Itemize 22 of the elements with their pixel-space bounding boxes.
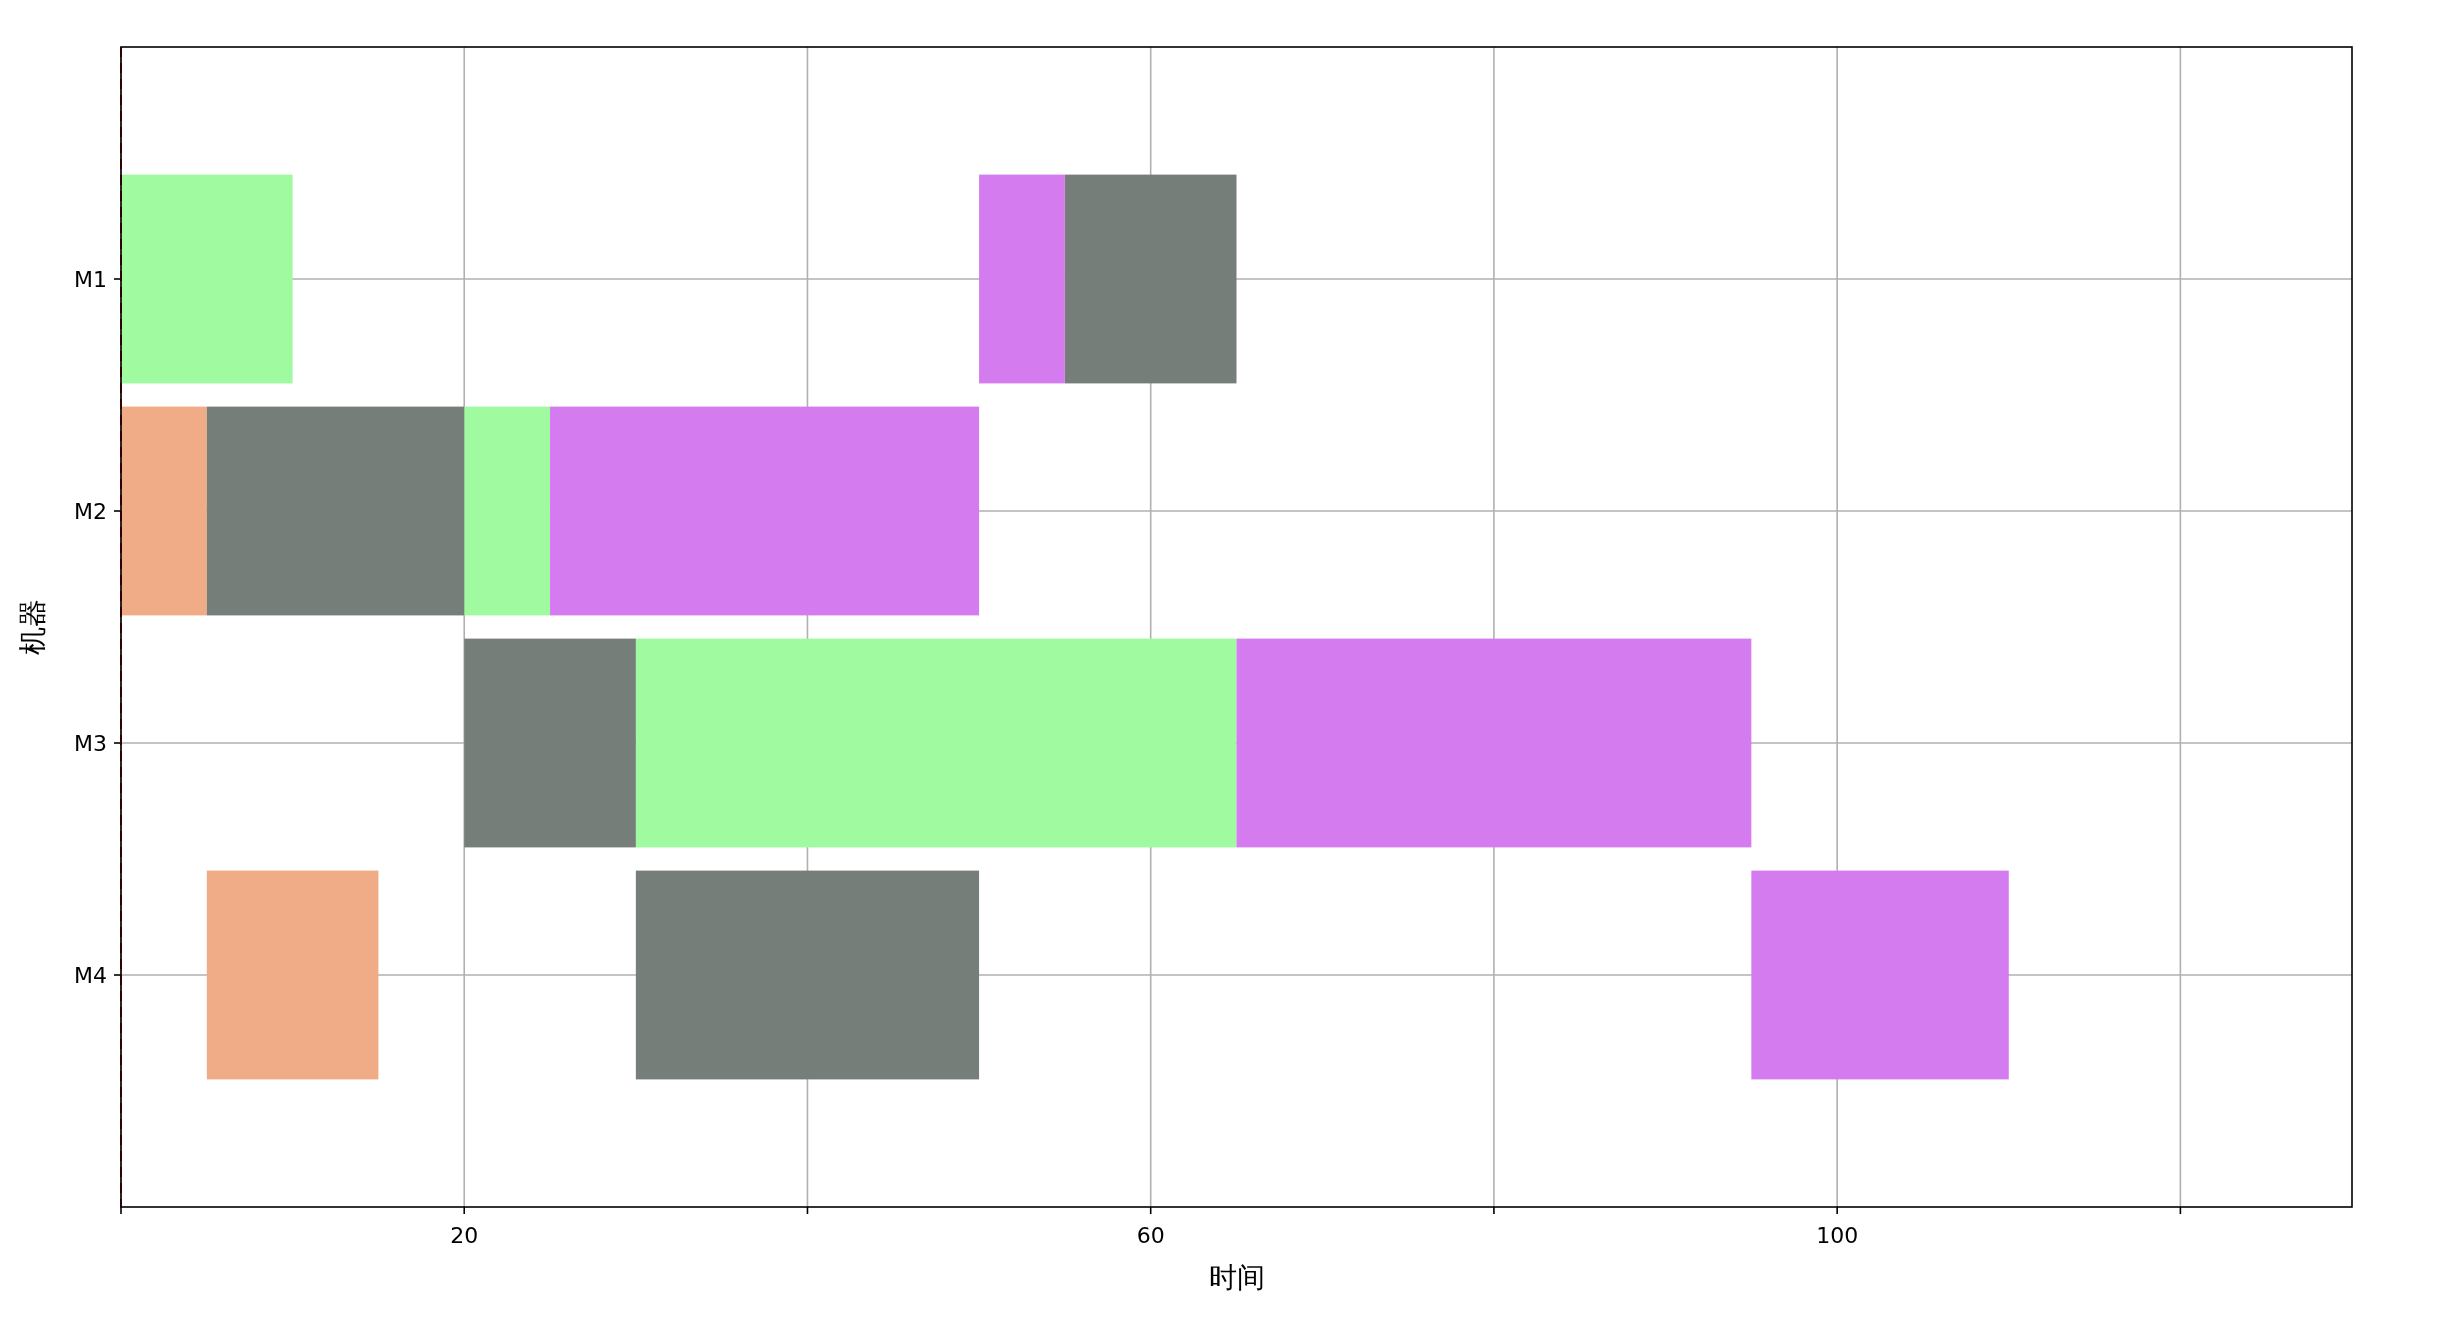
bar	[635, 638, 1237, 848]
bar	[550, 406, 980, 616]
bar	[1064, 174, 1237, 384]
x-axis-title: 时间	[1208, 1261, 1265, 1294]
bar	[464, 406, 551, 616]
bar	[1236, 638, 1752, 848]
y-tick-label: M4	[74, 963, 107, 988]
bar	[121, 174, 293, 384]
bar	[635, 870, 980, 1080]
bar	[206, 870, 379, 1080]
y-tick-label: M2	[74, 499, 107, 524]
x-tick-label: 60	[1136, 1223, 1165, 1248]
bar	[464, 638, 636, 848]
bar	[206, 406, 465, 616]
bar	[979, 174, 1065, 384]
x-tick-label: 20	[450, 1223, 479, 1248]
y-axis-title: 机器	[16, 599, 49, 655]
y-tick-label: M3	[74, 731, 107, 756]
x-tick-label: 100	[1816, 1223, 1859, 1248]
bar	[121, 406, 207, 616]
y-tick-label: M1	[74, 267, 107, 292]
bar	[1751, 870, 2009, 1080]
